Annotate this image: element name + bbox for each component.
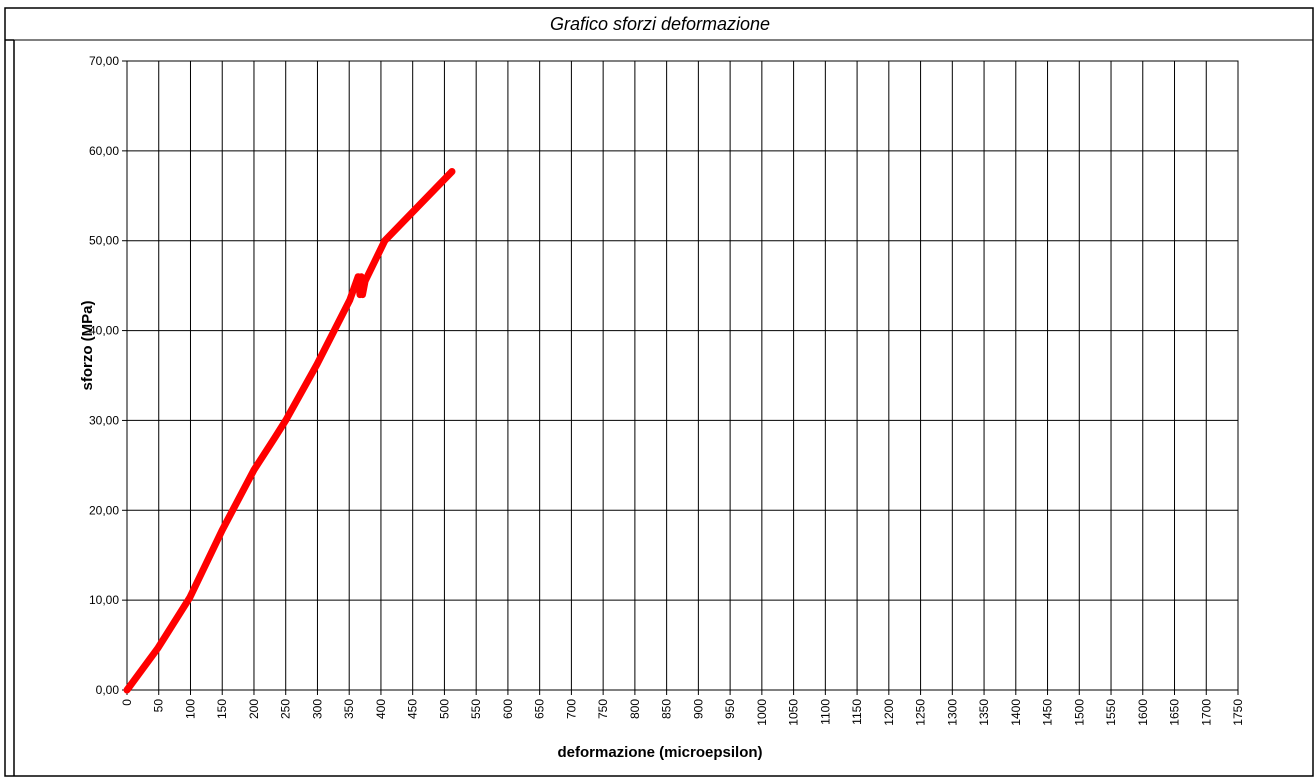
x-tick-label: 1600 [1136, 699, 1150, 726]
x-tick-label: 1100 [818, 699, 832, 725]
y-axis-title: sforzo (MPa) [79, 300, 96, 390]
x-tick-label: 1650 [1168, 699, 1182, 726]
y-tick-label: 70,00 [89, 54, 119, 68]
y-tick-label: 40,00 [89, 324, 119, 338]
x-tick-label: 100 [183, 699, 197, 719]
data-line [123, 168, 456, 694]
x-tick-label: 650 [533, 699, 547, 719]
x-tick-label: 1550 [1104, 699, 1118, 726]
x-tick-label: 900 [691, 699, 705, 719]
x-axis-title: deformazione (microepsilon) [557, 744, 762, 761]
chart-title: Grafico sforzi deformazione [550, 14, 770, 34]
x-tick-label: 1300 [945, 699, 959, 726]
x-tick-label: 600 [501, 699, 515, 719]
x-tick-label: 850 [660, 699, 674, 719]
x-tick-label: 300 [310, 699, 324, 719]
x-tick-label: 0 [120, 699, 134, 706]
x-tick-label: 1150 [850, 699, 864, 725]
y-tick-label: 0,00 [96, 683, 120, 697]
plot-area [126, 60, 1239, 691]
x-tick-label: 1000 [755, 699, 769, 726]
x-tick-label: 1750 [1231, 699, 1245, 726]
x-tick-label: 200 [247, 699, 261, 719]
x-tick-label: 150 [215, 699, 229, 719]
x-tick-label: 750 [596, 699, 610, 719]
x-tick-label: 1050 [787, 699, 801, 726]
x-tick-label: 350 [342, 699, 356, 719]
x-tick-label: 550 [469, 699, 483, 719]
x-tick-label: 450 [406, 699, 420, 719]
x-tick-label: 800 [628, 699, 642, 719]
y-tick-label: 20,00 [89, 503, 119, 517]
x-tick-label: 1200 [882, 699, 896, 726]
x-tick-label: 1700 [1199, 699, 1213, 726]
y-tick-label: 50,00 [89, 234, 119, 248]
x-tick-label: 950 [723, 699, 737, 719]
x-tick-label: 1250 [914, 699, 928, 726]
x-tick-label: 500 [437, 699, 451, 719]
x-tick-label: 250 [279, 699, 293, 719]
y-tick-label: 60,00 [89, 144, 119, 158]
x-tick-label: 400 [374, 699, 388, 719]
x-tick-label: 1500 [1072, 699, 1086, 726]
x-tick-label: 1350 [977, 699, 991, 726]
x-tick-label: 700 [564, 699, 578, 719]
y-tick-label: 10,00 [89, 593, 119, 607]
x-tick-label: 50 [152, 699, 166, 713]
x-tick-label: 1400 [1009, 699, 1023, 726]
y-tick-label: 30,00 [89, 413, 119, 427]
x-tick-label: 1450 [1041, 699, 1055, 726]
